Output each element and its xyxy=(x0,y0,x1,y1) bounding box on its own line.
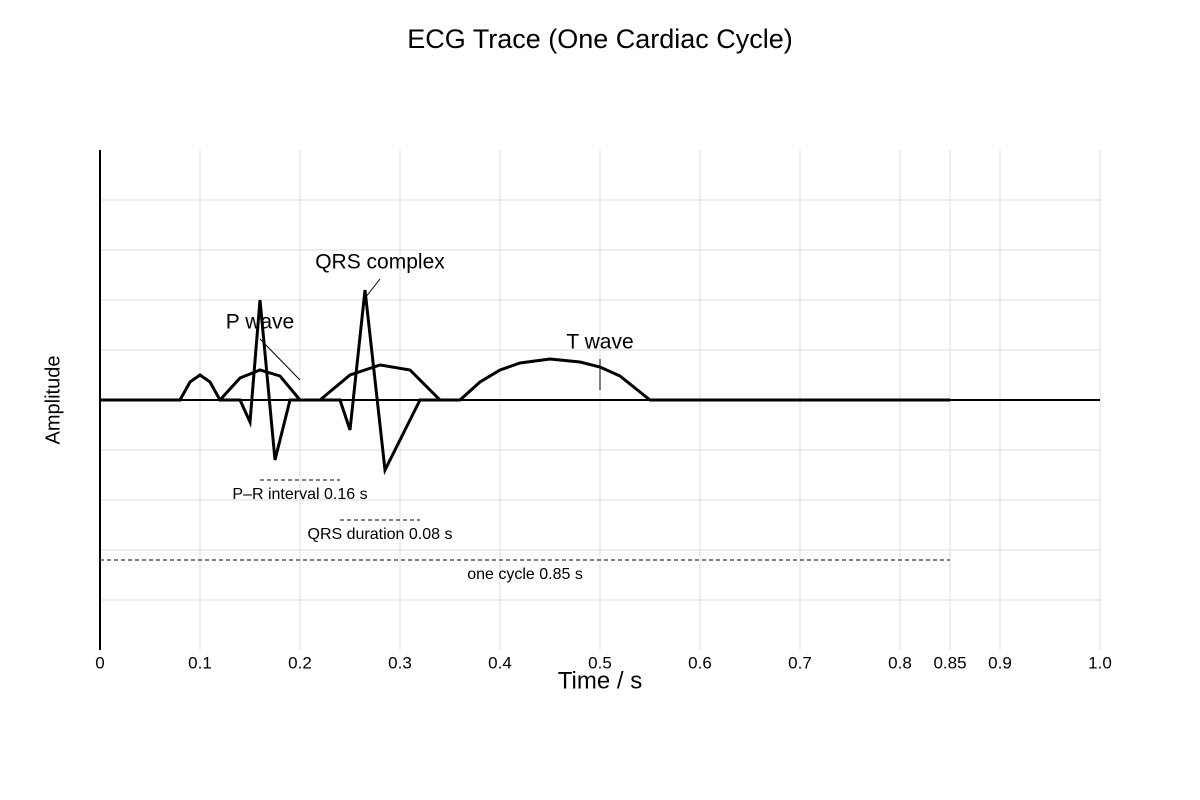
annotation: QRS complex xyxy=(315,251,445,274)
interval-label: QRS duration 0.08 s xyxy=(308,526,453,543)
x-tick-label: 0.9 xyxy=(988,653,1012,672)
x-tick-label: 0 xyxy=(95,653,104,672)
x-tick-label: 1.0 xyxy=(1088,653,1112,672)
ecg-line xyxy=(100,289,950,476)
annotation-arrow xyxy=(364,278,381,299)
interval-label: P–R interval 0.16 s xyxy=(232,486,367,503)
annotation: P wave xyxy=(226,311,295,334)
x-tick-label: 0.1 xyxy=(188,653,212,672)
ecg-line xyxy=(218,363,442,402)
interval-label: one cycle 0.85 s xyxy=(467,566,583,583)
x-tick-label: 0.5 xyxy=(588,653,612,672)
x-tick-label: 0.4 xyxy=(488,653,512,672)
annotation-arrow xyxy=(259,338,301,381)
annotation: T wave xyxy=(566,331,633,354)
x-tick-label: 0.85 xyxy=(933,653,966,672)
chart-title: ECG Trace (One Cardiac Cycle) xyxy=(407,24,793,54)
x-tick-label: 0.7 xyxy=(788,653,812,672)
x-tick-label: 0.3 xyxy=(388,653,412,672)
x-tick-label: 0.8 xyxy=(888,653,912,672)
x-tick-label: 0.6 xyxy=(688,653,712,672)
x-tick-label: 0.2 xyxy=(288,653,312,672)
x-axis-label: Time / s xyxy=(558,667,642,694)
y-axis-label: Amplitude xyxy=(42,356,64,445)
